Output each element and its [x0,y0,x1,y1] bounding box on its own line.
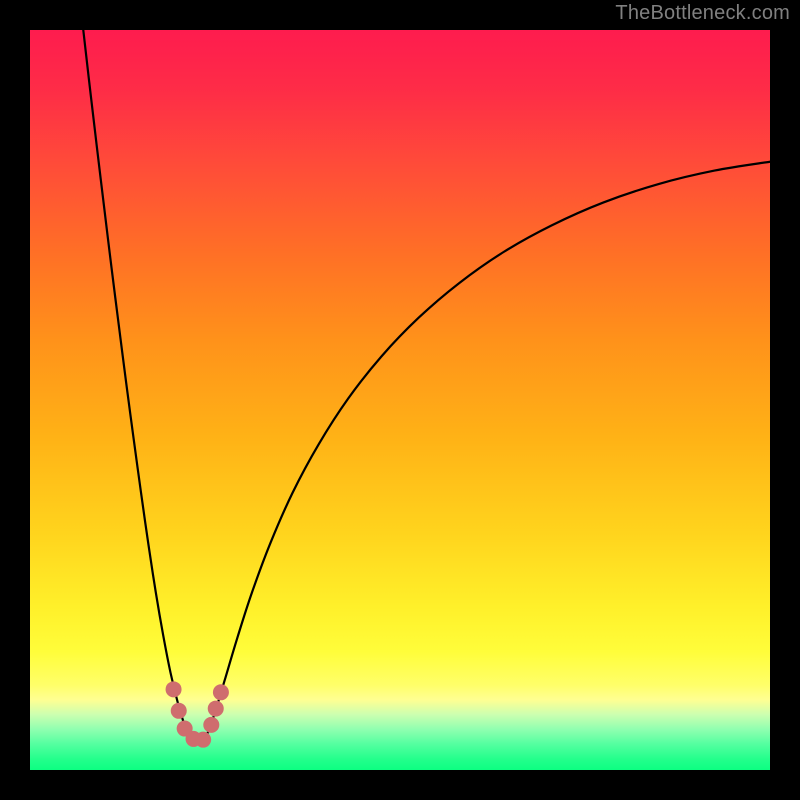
marker-point [213,684,229,700]
plot-area [30,30,770,770]
marker-point [203,717,219,733]
chart-background [30,30,770,770]
marker-point [171,703,187,719]
watermark-text: TheBottleneck.com [615,2,790,25]
marker-point [195,732,211,748]
chart-svg [30,30,770,770]
marker-point [166,681,182,697]
marker-point [208,701,224,717]
chart-frame: TheBottleneck.com [0,0,800,800]
